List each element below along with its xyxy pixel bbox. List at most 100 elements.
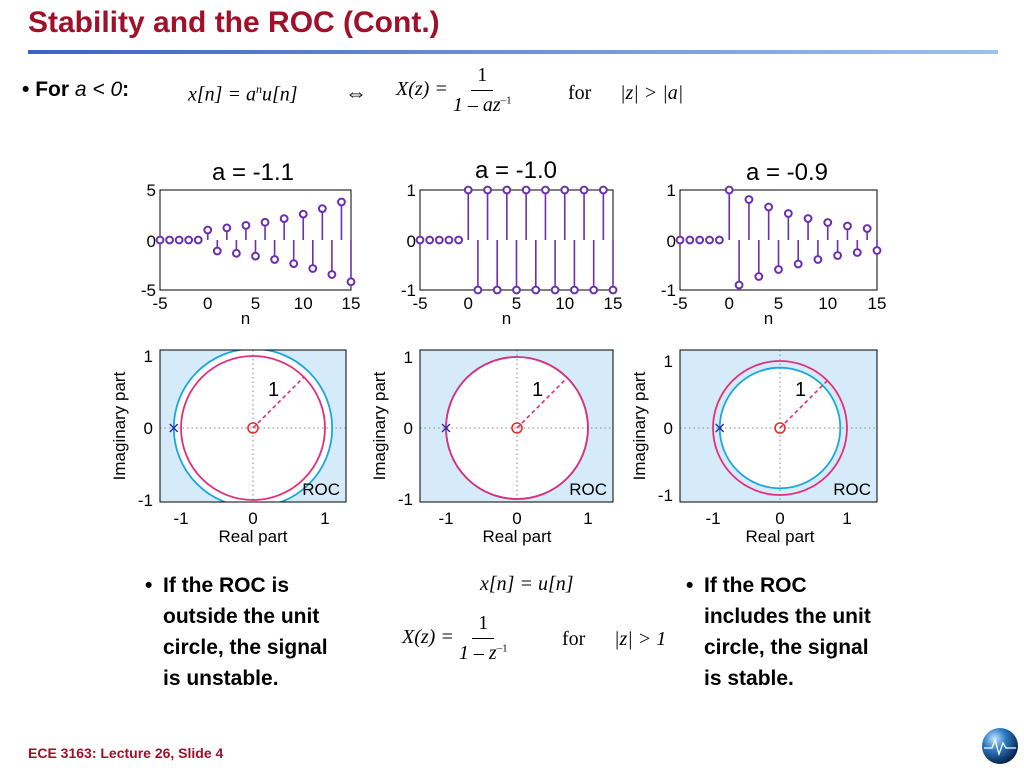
pz-y-tick-label: 1	[664, 352, 673, 371]
stem-chart-title: a = -1.1	[212, 159, 294, 186]
pz-y-tick-label: 1	[144, 347, 153, 366]
stem-marker	[598, 185, 608, 195]
iff-symbol: ⇔	[345, 80, 367, 105]
pz-x-tick-label: 1	[320, 509, 329, 528]
unit-circle	[180, 355, 326, 501]
x-tick-label: 0	[464, 294, 473, 313]
pole-marker	[715, 423, 725, 433]
stem-marker	[222, 223, 232, 233]
stem-marker	[454, 235, 464, 245]
radius-line	[252, 376, 305, 429]
y-tick-label: 1	[407, 181, 416, 200]
pz-x-tick-label: -1	[438, 509, 453, 528]
y-tick-label: 1	[667, 181, 676, 200]
radius-label: 1	[795, 379, 806, 401]
stem-marker	[346, 277, 356, 287]
pz-x-tick-label: 0	[248, 509, 257, 528]
stem-marker	[512, 285, 521, 295]
note-bullet: •	[145, 574, 153, 597]
stem-marker	[174, 235, 184, 245]
pz-x-tick-label: 1	[583, 509, 592, 528]
stem-marker	[521, 185, 531, 195]
roc-label: ROC	[833, 480, 871, 499]
stem-marker	[715, 235, 724, 245]
roc-label: ROC	[569, 480, 607, 499]
title-divider	[28, 50, 998, 54]
stem-marker	[279, 214, 289, 224]
stem-marker	[165, 235, 174, 245]
bullet-suffix: :	[122, 78, 130, 101]
stem-marker	[317, 204, 327, 214]
x-tick-label: 15	[868, 294, 887, 313]
stem-marker	[483, 185, 492, 195]
zero-marker	[511, 422, 523, 434]
y-tick-label: -1	[401, 281, 416, 300]
x-tick-label: 10	[555, 294, 574, 313]
stem-marker	[260, 217, 270, 227]
roc-condition: |z| > |a|	[620, 82, 683, 105]
stem-marker	[327, 270, 337, 279]
pz-y-tick-label: -1	[398, 490, 413, 509]
eq-rhs: u[n]	[261, 83, 298, 106]
for-label: for	[568, 82, 592, 104]
eq-exponent: n	[255, 82, 262, 96]
y-tick-label: 0	[407, 232, 416, 251]
stem-marker	[872, 246, 882, 255]
pz-x-axis-label: Real part	[746, 527, 815, 546]
pz-chart-3: 1 ROC 1 0 -1 -1 0 1 Real part Imaginary part	[630, 349, 878, 546]
stem-marker	[203, 225, 213, 235]
stem-marker	[774, 265, 783, 274]
step-transform: X(z) = 1 1 – z–1	[402, 612, 508, 665]
transform-fraction: 1 1 – az–1	[453, 64, 512, 117]
stem-chart-1: a = -1.1 5 0 -5-5 0 5 10 15 n	[141, 159, 361, 328]
stem-marker	[232, 248, 241, 258]
pz-x-tick-label: 1	[842, 509, 851, 528]
note-line: circle, the signal	[704, 636, 869, 659]
pz-x-tick-label: -1	[173, 509, 188, 528]
eq-lhs: x[n] = a	[188, 83, 256, 106]
zero-marker	[774, 422, 786, 434]
step-numerator: 1	[472, 612, 495, 639]
transform-equation: X(z) = 1 1 – az–1	[396, 64, 512, 117]
y-tick-label: -1	[661, 281, 676, 300]
stem-marker	[308, 264, 318, 273]
pz-y-tick-label: 0	[144, 419, 153, 438]
note-unstable: • If the ROC is outside the unit circle,…	[145, 570, 328, 694]
pz-inner: 1 ROC	[160, 350, 346, 502]
stem-marker	[502, 185, 512, 195]
x-axis-label: n	[502, 309, 511, 328]
pz-chart-2: 1 ROC 1 0 -1 -1 0 1 Real part Imaginary part	[370, 348, 614, 546]
x-tick-label: 0	[203, 294, 212, 313]
stem-marker	[444, 235, 454, 245]
stem-marker	[734, 280, 744, 290]
pz-x-tick-label: 0	[512, 509, 521, 528]
stem-marker	[463, 185, 473, 195]
stem-marker	[337, 197, 346, 207]
slide-title: Stability and the ROC (Cont.)	[28, 6, 440, 39]
stem-marker	[541, 185, 550, 195]
stem-chart-3: a = -0.910-1-5 0 5 10 15n	[661, 159, 887, 328]
x-tick-label: 10	[818, 294, 837, 313]
step-roc: |z| > 1	[614, 628, 666, 651]
pz-y-tick-label: 1	[404, 348, 413, 367]
pz-x-tick-label: -1	[705, 509, 720, 528]
pz-chart-1: 1 ROC 1 0 -1 -1 0 1 Real part Imaginary part	[110, 347, 347, 546]
stem-chart-title: a = -0.9	[746, 159, 828, 186]
stem-marker	[813, 255, 823, 264]
pz-y-tick-label: -1	[138, 491, 153, 510]
stem-marker	[241, 221, 251, 230]
y-tick-label: 0	[147, 232, 156, 251]
x-tick-label: 5	[512, 294, 521, 313]
note-line: includes the unit	[704, 605, 871, 628]
stem-marker	[579, 185, 589, 195]
stem-chart-2: a = -1.010-1-5 0 5 10 15n	[401, 157, 623, 328]
pz-axes-box	[159, 349, 347, 503]
x-tick-label: -5	[152, 294, 167, 313]
globe-logo-icon	[982, 728, 1018, 764]
zero-marker	[247, 422, 259, 434]
stem-marker	[415, 235, 425, 245]
note-line: is stable.	[704, 667, 794, 690]
bullet-dot: •	[22, 78, 30, 101]
stem-marker	[289, 259, 299, 269]
stem-marker	[425, 235, 435, 245]
